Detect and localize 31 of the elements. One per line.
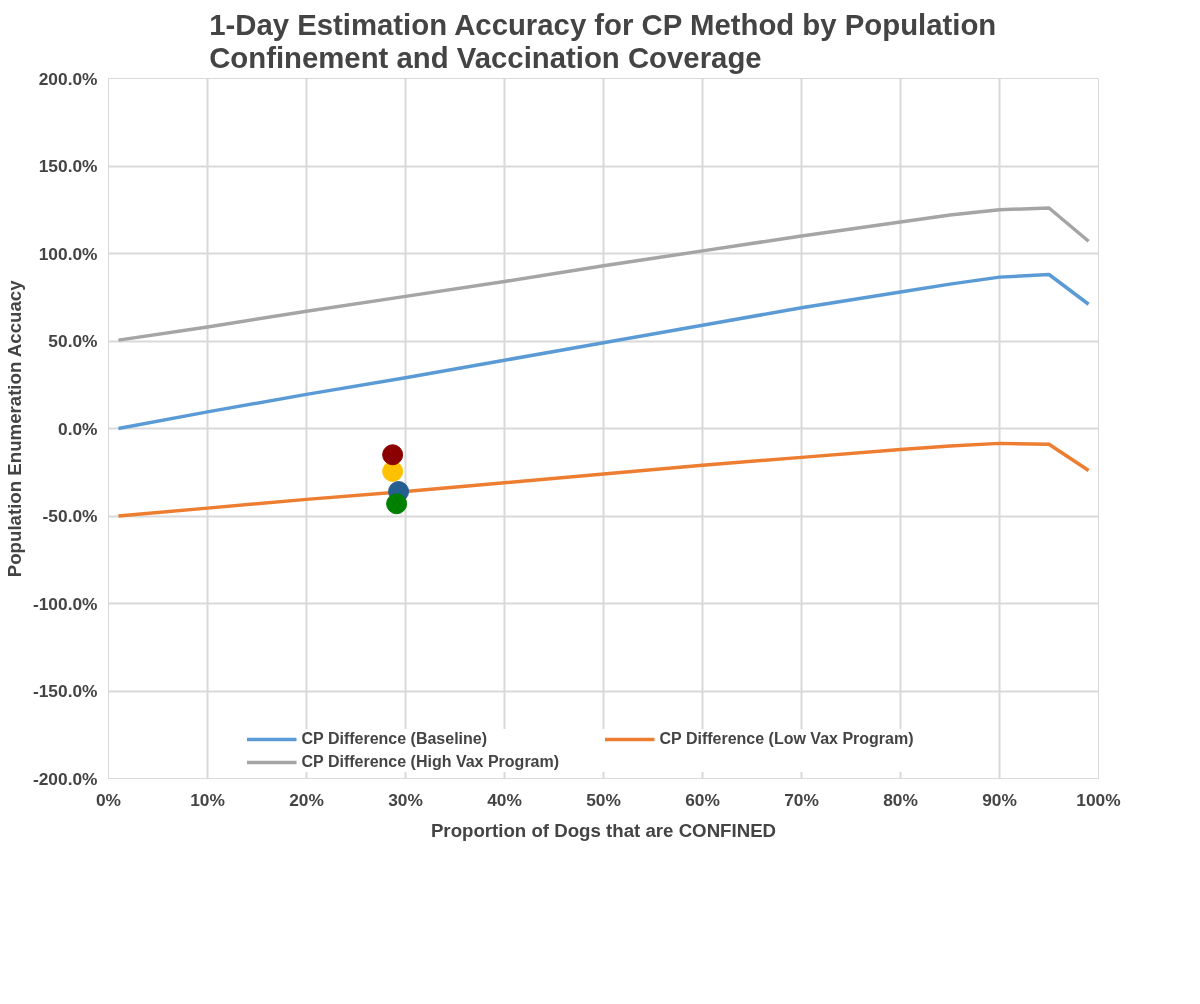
- x-tick-label: 0%: [95, 789, 122, 810]
- x-tick-label: 20%: [289, 789, 324, 810]
- y-tick-label: 150.0%: [38, 156, 98, 176]
- y-axis-title: Population Enumeration Accuacy: [3, 279, 25, 578]
- x-tick-label: 50%: [586, 789, 621, 810]
- x-tick-label: 30%: [388, 789, 423, 810]
- x-tick-label: 80%: [883, 789, 918, 810]
- chart-title: 1-Day Estimation Accuracy for CP Method by Population Confinement and Vaccination Coverage: [209, 7, 997, 74]
- line-series: [116, 206, 1091, 342]
- legend-label: CP Difference (High Vax Program): [301, 753, 561, 771]
- x-tick-label: 100%: [1076, 789, 1121, 810]
- x-tick-label: 70%: [784, 789, 819, 810]
- y-tick-label: 100.0%: [38, 243, 98, 264]
- x-tick-label: 90%: [982, 789, 1017, 810]
- y-tick-label: -50.0%: [42, 506, 98, 526]
- x-tick-label: 60%: [685, 789, 720, 810]
- legend-label: CP Difference (Low Vax Program): [659, 730, 915, 748]
- legend-label: CP Difference (Baseline): [301, 730, 489, 748]
- x-axis-title: Proportion of Dogs that are CONFINED: [430, 819, 777, 841]
- y-tick-label: -200.0%: [32, 768, 98, 789]
- y-tick-label: -100.0%: [32, 593, 98, 614]
- point: [382, 444, 404, 466]
- y-tick-label: 0.0%: [58, 418, 98, 439]
- point: [386, 493, 408, 515]
- x-tick-label: 10%: [190, 789, 225, 810]
- y-tick-label: 50.0%: [48, 331, 98, 351]
- x-tick-label: 40%: [487, 789, 522, 810]
- y-tick-label: -150.0%: [32, 681, 98, 701]
- line-series: [116, 441, 1091, 518]
- line-series: [116, 272, 1091, 431]
- y-tick-label: 200.0%: [38, 68, 98, 89]
